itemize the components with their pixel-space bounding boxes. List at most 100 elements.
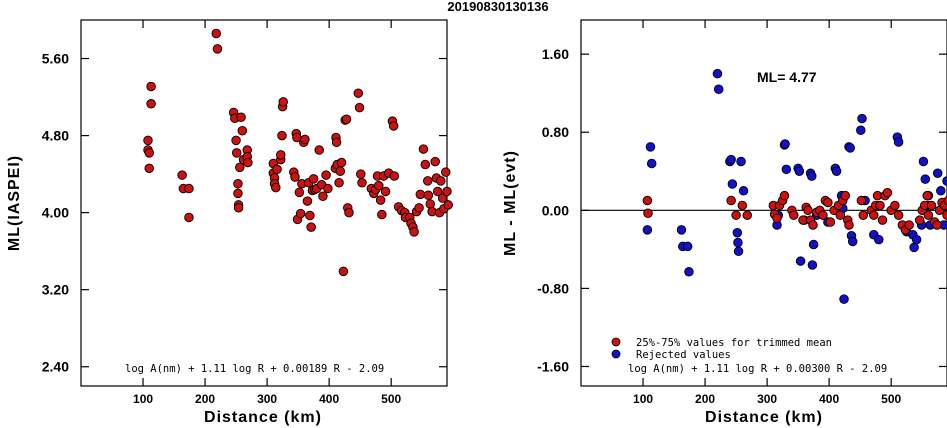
right-rejected-point	[733, 246, 744, 257]
right-formula: log A(nm) + 1.11 log R + 0.00300 R - 2.0…	[628, 363, 887, 375]
legend-kept-marker	[611, 337, 621, 347]
legend: 25%-75% values for trimmed mean Rejected…	[611, 337, 832, 361]
right-kept-point	[875, 200, 885, 211]
left-kept-point	[272, 164, 282, 175]
left-kept-point	[344, 207, 354, 218]
left-kept-point	[437, 193, 448, 203]
right-rejected-point	[684, 267, 694, 277]
right-kept-point	[893, 210, 904, 220]
left-kept-point	[323, 183, 333, 194]
right-rejected-point	[932, 168, 943, 178]
right-rejected-point	[712, 68, 723, 79]
left-ytick-label: 4.80	[42, 128, 69, 144]
left-kept-point	[146, 99, 156, 109]
left-kept-point	[184, 183, 194, 194]
left-kept-point	[388, 121, 399, 131]
left-kept-point	[356, 169, 366, 179]
right-rejected-point	[874, 234, 884, 245]
right-rejected-point	[726, 154, 736, 165]
right-rejected-point	[845, 143, 855, 153]
left-kept-point	[231, 148, 242, 158]
left-kept-point	[335, 166, 346, 176]
left-kept-point	[294, 187, 305, 198]
left-kept-point	[243, 157, 253, 168]
right-rejected-point	[847, 236, 858, 247]
left-kept-point	[354, 102, 365, 113]
right-kept-point	[932, 220, 942, 230]
right-ytick-label: 1.60	[542, 46, 569, 62]
left-kept-point	[377, 209, 387, 220]
right-kept-point	[643, 208, 653, 218]
right-kept-point	[772, 213, 782, 223]
left-kept-point	[389, 171, 400, 181]
right-kept-point	[823, 197, 833, 208]
left-kept-point	[314, 145, 324, 155]
right-ytick-label: 0.80	[542, 124, 569, 140]
right-rejected-point	[780, 139, 790, 149]
left-kept-point	[295, 208, 306, 219]
right-kept-point	[904, 220, 914, 230]
left-kept-point	[233, 188, 243, 199]
left-kept-point	[423, 190, 434, 201]
right-kept-point	[726, 195, 736, 206]
left-kept-point	[432, 186, 443, 197]
legend-rejected-label: Rejected values	[636, 349, 731, 361]
left-kept-point	[357, 178, 367, 188]
right-kept-point	[869, 210, 879, 220]
left-kept-point	[177, 170, 187, 180]
right-rejected-point	[808, 239, 819, 250]
right-rejected-point	[727, 179, 738, 189]
left-xtick-label: 300	[257, 392, 277, 406]
left-kept-point	[231, 135, 241, 146]
left-ytick-label: 2.40	[42, 359, 69, 375]
legend-rejected-marker	[611, 349, 621, 359]
right-rejected-point	[856, 125, 866, 136]
left-kept-point	[341, 114, 352, 124]
right-y-axis-label: ML - ML(evt)	[502, 150, 519, 256]
right-rejected-point	[857, 113, 867, 124]
right-xtick-label: 200	[695, 392, 715, 406]
right-rejected-point	[831, 166, 842, 177]
right-rejected-point	[920, 174, 931, 184]
right-rejected-point	[642, 225, 653, 235]
left-kept-point	[338, 266, 349, 277]
left-kept-point	[414, 203, 424, 213]
left-y-axis-label: ML(IASPEI)	[6, 155, 23, 251]
left-xtick-label: 500	[381, 392, 401, 406]
left-kept-point	[233, 178, 243, 189]
right-kept-point	[742, 210, 753, 220]
left-kept-point	[144, 148, 154, 158]
right-rejected-point	[733, 237, 743, 248]
left-kept-point	[290, 172, 300, 182]
left-kept-point	[275, 150, 286, 160]
right-kept-point	[731, 210, 741, 220]
left-formula: log A(nm) + 1.11 log R + 0.00189 R - 2.0…	[125, 363, 384, 375]
right-kept-point	[840, 190, 851, 201]
right-plot-frame	[580, 19, 947, 387]
right-kept-point	[914, 215, 925, 225]
left-kept-point	[336, 157, 347, 168]
left-kept-point	[331, 137, 342, 148]
left-kept-point	[443, 200, 453, 210]
left-kept-point	[278, 97, 288, 107]
left-xtick-label: 400	[319, 392, 339, 406]
right-rejected-point	[682, 241, 693, 252]
left-kept-point	[436, 176, 446, 186]
right-rejected-point	[736, 156, 746, 167]
right-ticks: 1.60 0.80 0.00 -0.80 -1.60 100 200 300 400 500	[537, 20, 947, 406]
left-kept-point	[271, 182, 281, 193]
left-kept-point	[425, 199, 436, 209]
ml-annotation: ML= 4.77	[757, 69, 817, 85]
right-rejected-point	[918, 156, 929, 167]
right-rejected-point	[936, 186, 946, 196]
right-x-axis-label: Distance (km)	[705, 409, 823, 426]
left-kept-point	[211, 28, 221, 39]
right-kept-point	[779, 190, 790, 201]
left-ytick-label: 5.60	[42, 51, 69, 67]
right-rejected-point	[645, 142, 656, 152]
left-kept-point	[423, 176, 433, 186]
right-kept-point	[942, 210, 947, 220]
left-plot-frame	[80, 19, 448, 387]
right-rejected-point	[676, 225, 687, 235]
left-kept-point	[305, 210, 315, 221]
